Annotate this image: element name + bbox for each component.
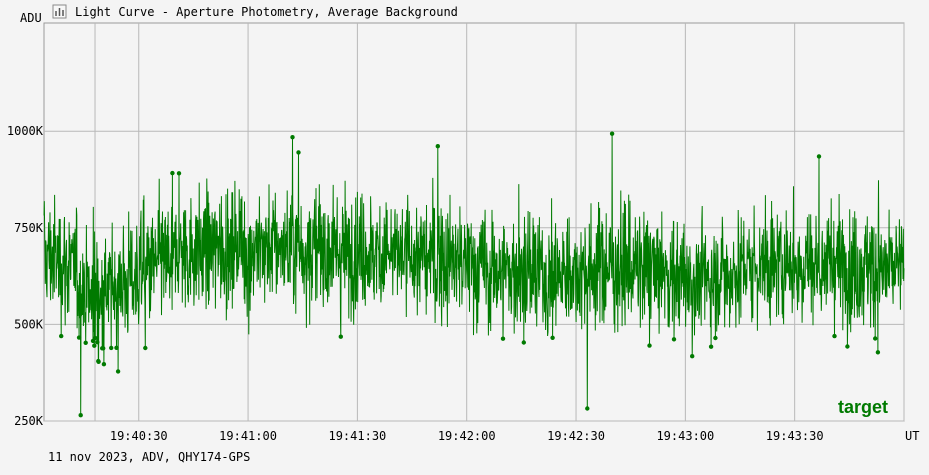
- x-tick-label: 19:40:30: [110, 429, 168, 443]
- y-tick-label: 500K: [14, 317, 44, 331]
- data-point: [521, 340, 526, 345]
- series-target: [43, 131, 905, 418]
- data-point: [114, 345, 119, 350]
- data-point: [500, 336, 506, 341]
- y-tick-label: 1000K: [7, 124, 44, 138]
- y-axis-label: ADU: [20, 11, 42, 25]
- data-point: [647, 343, 652, 348]
- data-point: [671, 337, 677, 342]
- data-point: [338, 334, 343, 339]
- data-point: [96, 359, 101, 364]
- data-point: [76, 335, 82, 340]
- data-point: [93, 335, 98, 341]
- data-point: [585, 406, 590, 411]
- data-point: [290, 135, 295, 140]
- x-axis-label: UT: [905, 429, 919, 443]
- y-tick-label: 250K: [14, 414, 44, 428]
- data-point: [816, 154, 822, 159]
- data-point: [873, 336, 878, 341]
- data-point: [95, 340, 100, 345]
- data-point: [176, 171, 182, 176]
- data-point: [875, 350, 881, 355]
- data-point: [713, 335, 718, 341]
- x-tick-label: 19:42:30: [547, 429, 605, 443]
- data-point: [296, 150, 301, 155]
- x-tick-labels: 19:40:30 19:41:00 19:41:30 19:42:00 19:42:30…: [110, 429, 824, 443]
- data-point: [101, 362, 107, 367]
- footer-info: 11 nov 2023, ADV, QHY174-GPS: [48, 450, 250, 464]
- data-point: [78, 413, 83, 418]
- data-point: [101, 346, 106, 351]
- grid-lines: [44, 23, 905, 422]
- data-point: [708, 344, 714, 349]
- y-tick-labels: 250K 500K 750K 1000K: [7, 124, 44, 428]
- x-tick-label: 19:41:00: [219, 429, 277, 443]
- data-point: [83, 340, 88, 345]
- data-point: [170, 170, 175, 176]
- series-line: [43, 133, 905, 416]
- light-curve-icon: [52, 4, 67, 19]
- data-point: [690, 354, 695, 359]
- x-tick-label: 19:42:00: [438, 429, 496, 443]
- data-point: [609, 131, 615, 136]
- data-point: [845, 344, 850, 349]
- y-tick-label: 750K: [14, 221, 44, 235]
- data-point: [92, 343, 97, 348]
- data-point: [832, 333, 837, 339]
- x-tick-label: 19:43:00: [656, 429, 714, 443]
- x-tick-label: 19:41:30: [328, 429, 386, 443]
- data-point: [115, 369, 121, 374]
- data-point: [435, 144, 440, 149]
- data-point: [109, 345, 114, 351]
- chart-title: Light Curve - Aperture Photometry, Avera…: [75, 5, 458, 19]
- series-label-target: target: [838, 397, 888, 417]
- data-point: [550, 335, 555, 340]
- data-point: [59, 333, 64, 339]
- data-point: [143, 345, 148, 351]
- x-tick-label: 19:43:30: [766, 429, 824, 443]
